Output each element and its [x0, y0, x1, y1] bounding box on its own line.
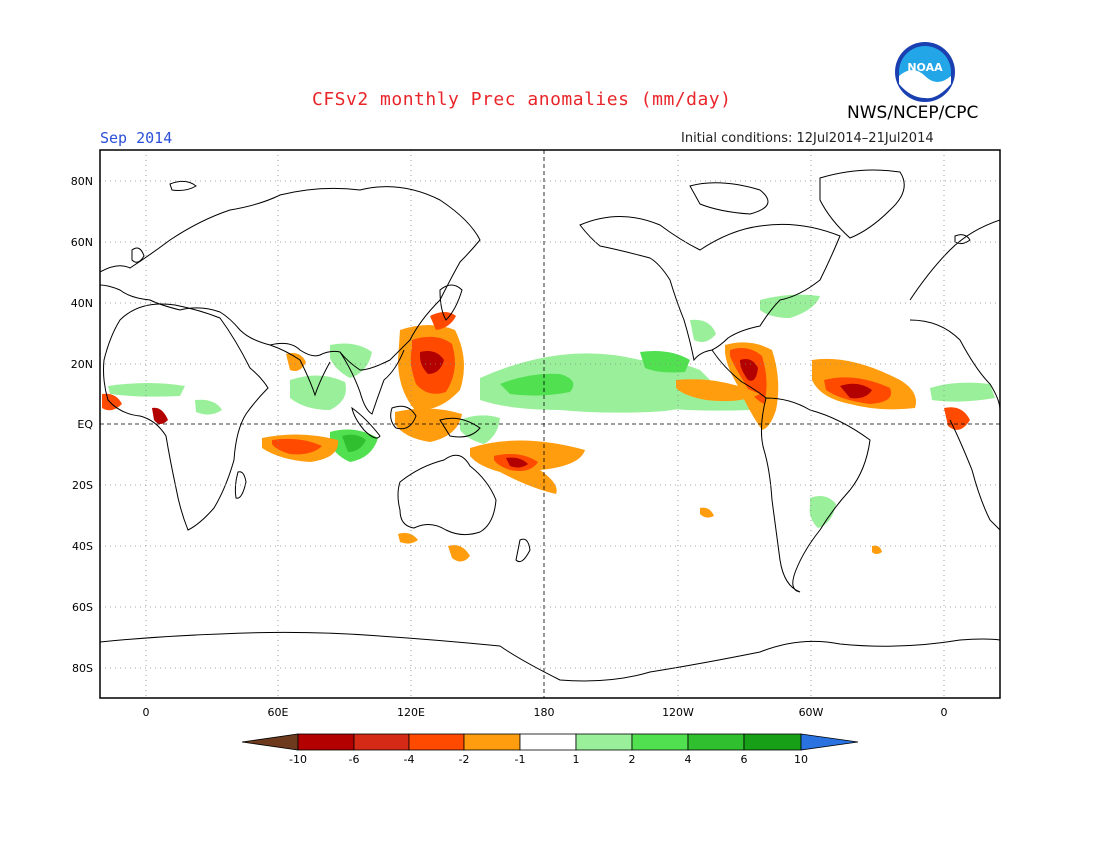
dry-strong-southwest-pacific — [506, 457, 528, 468]
graticule — [100, 150, 1000, 698]
dry-patch-maritime-continent — [395, 408, 462, 442]
dry-patch-new-zealand-south — [448, 545, 470, 562]
colorbar-low-arrow — [241, 733, 299, 751]
colorbar-swatch — [631, 733, 689, 751]
map-frame — [99, 149, 1001, 699]
dry-core-indian-ocean — [272, 438, 322, 455]
colorbar-label: 6 — [741, 753, 748, 766]
dry-patch-east-pacific — [676, 379, 760, 402]
colorbar-label: -10 — [289, 753, 307, 766]
dry-strong-central-america — [740, 359, 758, 381]
coast-africa-east-repeat — [909, 319, 1000, 411]
lon-label: 0 — [941, 706, 948, 719]
dry-patch-south-atlantic — [872, 545, 882, 554]
coast-europe-west — [100, 186, 481, 371]
lat-label: 60N — [71, 236, 93, 249]
coast-japan — [439, 284, 463, 321]
logo-text: NOAA — [907, 61, 943, 74]
latitude-labels: 80N 60N 40N 20N EQ 20S 40S 60S 80S — [71, 175, 94, 675]
colorbar-swatch — [463, 733, 521, 751]
colorbar: -10 -6 -4 -2 -1 1 2 4 6 10 — [241, 733, 859, 766]
colorbar-high-arrow — [800, 733, 859, 751]
colorbar-label: -1 — [515, 753, 526, 766]
wet-patch-us-east — [760, 294, 820, 318]
lon-label: 60W — [799, 706, 824, 719]
dry-patch-chile — [700, 507, 714, 518]
lat-label: 60S — [72, 601, 93, 614]
lon-label: 60E — [268, 706, 289, 719]
reference-lines — [100, 150, 1000, 698]
lon-label: 180 — [534, 706, 555, 719]
coastlines — [100, 169, 1000, 682]
dry-strong-tropical-atlantic — [840, 383, 872, 399]
lon-label: 0 — [143, 706, 150, 719]
coast-new-guinea — [439, 417, 481, 438]
wet-patch-east-africa — [195, 399, 222, 415]
lat-label: 80S — [72, 662, 93, 675]
dry-patch-tasman — [398, 532, 418, 544]
coast-uk — [131, 247, 145, 263]
wet-patch-caribbean — [690, 319, 716, 342]
lat-label: 40N — [71, 297, 93, 310]
wet-patch-atlantic — [930, 382, 995, 402]
page-title: CFSv2 monthly Prec anomalies (mm/day) — [312, 89, 732, 110]
lat-label: 80N — [71, 175, 93, 188]
colorbar-label: 10 — [794, 753, 808, 766]
colorbar-swatch — [575, 733, 633, 751]
coast-india — [269, 344, 331, 397]
coast-africa-west-repeat — [949, 419, 1000, 531]
wet-patch-africa — [108, 383, 185, 397]
colorbar-label: 2 — [629, 753, 636, 766]
coast-new-zealand — [515, 538, 531, 563]
colorbar-swatch — [519, 733, 577, 751]
colorbar-swatch — [353, 733, 410, 751]
valid-month-label: Sep 2014 — [100, 129, 173, 147]
dry-patch-guinea-coast — [152, 407, 168, 424]
coast-south-america — [760, 397, 871, 593]
coast-svalbard — [169, 180, 197, 191]
wet-core-sumatra — [342, 434, 366, 452]
coast-greenland — [819, 169, 905, 239]
colorbar-label: -4 — [404, 753, 415, 766]
wet-patch-east-pacific — [640, 351, 690, 373]
coast-iceland — [954, 234, 971, 245]
wet-patch-indian-ocean — [290, 375, 346, 410]
coast-southeast-asia — [339, 349, 405, 415]
colorbar-swatch — [408, 733, 465, 751]
anomaly-shading — [102, 294, 995, 562]
colorbar-swatch — [687, 733, 745, 751]
longitude-labels: 0 60E 120E 180 120W 60W 0 — [143, 706, 948, 719]
colorbar-swatch — [297, 733, 355, 751]
lat-label: 20S — [72, 479, 93, 492]
wet-patch-south-america — [809, 496, 836, 528]
coast-north-america — [579, 216, 841, 362]
dry-patch-arabian-sea — [286, 353, 306, 371]
coast-arctic-canada — [689, 182, 769, 215]
agency-label: NWS/NCEP/CPC — [847, 103, 979, 123]
coast-borneo — [390, 405, 417, 430]
noaa-logo: NOAA — [895, 42, 955, 102]
wet-core-pacific — [500, 373, 574, 396]
lon-label: 120E — [397, 706, 425, 719]
colorbar-label: 1 — [573, 753, 580, 766]
coast-sumatra — [351, 406, 381, 439]
coast-central-america — [711, 349, 767, 399]
lat-label: EQ — [77, 418, 93, 431]
lat-label: 20N — [71, 358, 93, 371]
coast-australia — [397, 454, 497, 536]
coast-africa — [103, 303, 269, 531]
initial-conditions-label: Initial conditions: 12Jul2014–21Jul2014 — [681, 131, 934, 146]
coast-europe-east-repeat — [909, 219, 1000, 301]
colorbar-label: -2 — [459, 753, 470, 766]
dry-strong-philippines — [420, 351, 444, 374]
colorbar-label: -6 — [349, 753, 360, 766]
coast-antarctica — [100, 631, 1000, 682]
lat-label: 40S — [72, 540, 93, 553]
colorbar-label: 4 — [685, 753, 692, 766]
coast-madagascar — [234, 471, 247, 499]
colorbar-swatch — [743, 733, 802, 751]
lon-label: 120W — [662, 706, 694, 719]
